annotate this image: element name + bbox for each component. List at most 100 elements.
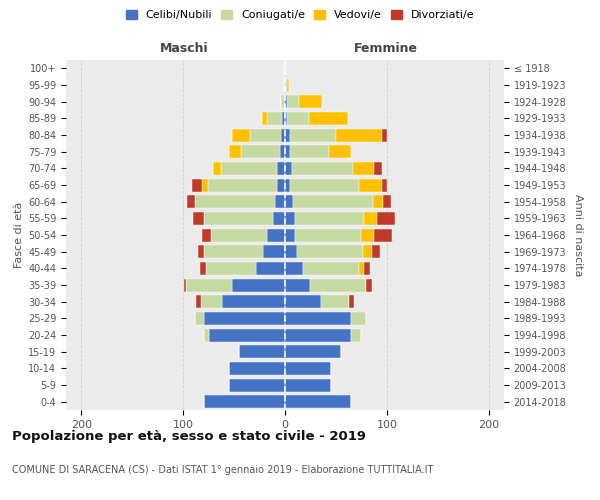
- Bar: [285, 328, 351, 342]
- Bar: [262, 112, 266, 125]
- Bar: [285, 78, 287, 92]
- Bar: [277, 162, 285, 175]
- Bar: [263, 245, 285, 258]
- Bar: [292, 162, 353, 175]
- Bar: [349, 295, 354, 308]
- Bar: [202, 228, 211, 241]
- Bar: [285, 95, 287, 108]
- Bar: [353, 162, 374, 175]
- Bar: [285, 178, 290, 192]
- Bar: [371, 245, 380, 258]
- Bar: [229, 378, 285, 392]
- Bar: [241, 145, 280, 158]
- Bar: [206, 262, 256, 275]
- Bar: [285, 128, 290, 141]
- Bar: [250, 128, 281, 141]
- Bar: [186, 278, 232, 291]
- Bar: [277, 178, 285, 192]
- Bar: [282, 112, 285, 125]
- Bar: [199, 245, 203, 258]
- Bar: [285, 345, 341, 358]
- Bar: [203, 245, 263, 258]
- Legend: Celibi/Nubili, Coniugati/e, Vedovi/e, Divorziati/e: Celibi/Nubili, Coniugati/e, Vedovi/e, Di…: [121, 6, 479, 25]
- Bar: [364, 262, 370, 275]
- Bar: [374, 162, 382, 175]
- Bar: [266, 228, 285, 241]
- Bar: [320, 295, 349, 308]
- Bar: [361, 228, 374, 241]
- Bar: [285, 378, 331, 392]
- Bar: [329, 145, 351, 158]
- Bar: [299, 95, 322, 108]
- Bar: [382, 128, 387, 141]
- Bar: [295, 212, 364, 225]
- Bar: [374, 228, 392, 241]
- Bar: [275, 195, 285, 208]
- Bar: [297, 245, 364, 258]
- Bar: [285, 228, 295, 241]
- Bar: [284, 95, 285, 108]
- Bar: [203, 395, 285, 408]
- Bar: [310, 278, 367, 291]
- Bar: [382, 178, 387, 192]
- Text: Femmine: Femmine: [354, 42, 418, 55]
- Bar: [310, 112, 348, 125]
- Bar: [293, 195, 373, 208]
- Bar: [373, 195, 383, 208]
- Bar: [284, 78, 285, 92]
- Bar: [211, 228, 266, 241]
- Bar: [285, 262, 304, 275]
- Bar: [280, 145, 285, 158]
- Text: COMUNE DI SARACENA (CS) - Dati ISTAT 1° gennaio 2019 - Elaborazione TUTTITALIA.I: COMUNE DI SARACENA (CS) - Dati ISTAT 1° …: [12, 465, 433, 475]
- Bar: [232, 128, 250, 141]
- Bar: [290, 145, 329, 158]
- Bar: [212, 162, 221, 175]
- Bar: [285, 212, 295, 225]
- Y-axis label: Fasce di età: Fasce di età: [14, 202, 24, 268]
- Bar: [200, 262, 206, 275]
- Bar: [287, 95, 299, 108]
- Bar: [287, 78, 289, 92]
- Bar: [290, 128, 336, 141]
- Bar: [196, 195, 275, 208]
- Bar: [287, 112, 310, 125]
- Bar: [290, 178, 359, 192]
- Bar: [285, 362, 331, 375]
- Bar: [359, 262, 364, 275]
- Bar: [221, 162, 277, 175]
- Bar: [229, 145, 241, 158]
- Text: Popolazione per età, sesso e stato civile - 2019: Popolazione per età, sesso e stato civil…: [12, 430, 366, 443]
- Bar: [232, 278, 285, 291]
- Bar: [209, 328, 285, 342]
- Bar: [285, 245, 297, 258]
- Bar: [383, 195, 391, 208]
- Bar: [202, 178, 208, 192]
- Bar: [285, 295, 320, 308]
- Bar: [285, 195, 293, 208]
- Bar: [281, 95, 284, 108]
- Bar: [196, 312, 203, 325]
- Bar: [295, 228, 361, 241]
- Bar: [285, 395, 351, 408]
- Bar: [359, 178, 382, 192]
- Bar: [229, 362, 285, 375]
- Bar: [281, 128, 285, 141]
- Bar: [285, 162, 292, 175]
- Bar: [193, 178, 202, 192]
- Bar: [222, 295, 285, 308]
- Bar: [202, 295, 222, 308]
- Bar: [256, 262, 285, 275]
- Bar: [203, 328, 209, 342]
- Bar: [285, 145, 290, 158]
- Bar: [364, 245, 371, 258]
- Bar: [336, 128, 382, 141]
- Bar: [284, 62, 285, 75]
- Bar: [208, 178, 277, 192]
- Bar: [364, 212, 377, 225]
- Bar: [285, 278, 310, 291]
- Bar: [239, 345, 285, 358]
- Bar: [304, 262, 359, 275]
- Bar: [273, 212, 285, 225]
- Bar: [193, 212, 203, 225]
- Bar: [367, 278, 371, 291]
